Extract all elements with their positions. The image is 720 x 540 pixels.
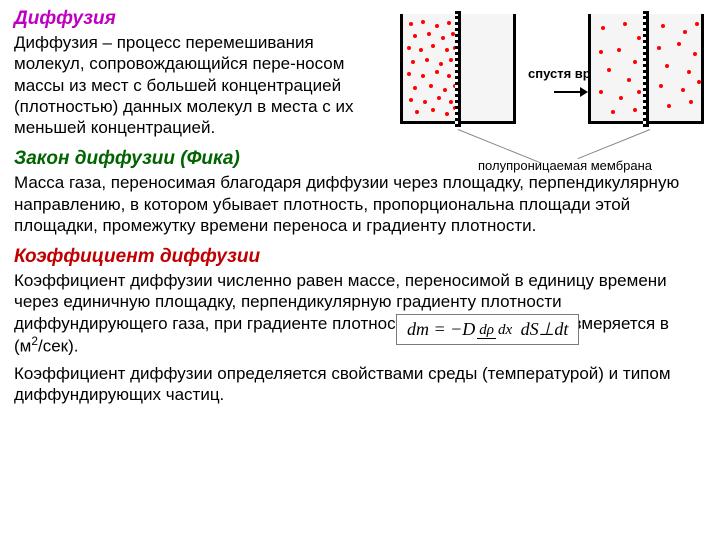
paragraph-coefficient: Коэффициент диффузии численно равен масс…	[14, 270, 694, 357]
paragraph-coefficient-2: Коэффициент диффузии определяется свойст…	[14, 363, 694, 406]
formula-D: D	[462, 319, 475, 339]
left-beaker-left-chamber	[400, 14, 458, 124]
right-beaker-right-chamber	[646, 14, 704, 124]
formula-fraction: dρdx	[477, 323, 514, 339]
coef-units-suffix: /сек).	[38, 336, 79, 355]
coef-units-sup: 2	[31, 334, 38, 348]
left-beaker-right-chamber	[458, 14, 516, 124]
membrane-label: полупроницаемая мембрана	[478, 158, 652, 173]
paragraph-diffusion: Диффузия – процесс перемешивания молекул…	[14, 32, 384, 138]
formula-fick: dm = −Ddρdx dS⊥dt	[396, 314, 579, 345]
paragraph-fick-law: Масса газа, переносимая благодаря диффуз…	[14, 172, 684, 236]
formula-eq: = −	[429, 319, 462, 339]
formula-tail: dS⊥dt	[516, 319, 568, 339]
heading-diffusion: Диффузия	[14, 8, 384, 30]
formula-lhs: dm	[407, 319, 429, 339]
right-beaker-left-chamber	[588, 14, 646, 124]
heading-coefficient: Коэффициент диффузии	[14, 246, 694, 268]
